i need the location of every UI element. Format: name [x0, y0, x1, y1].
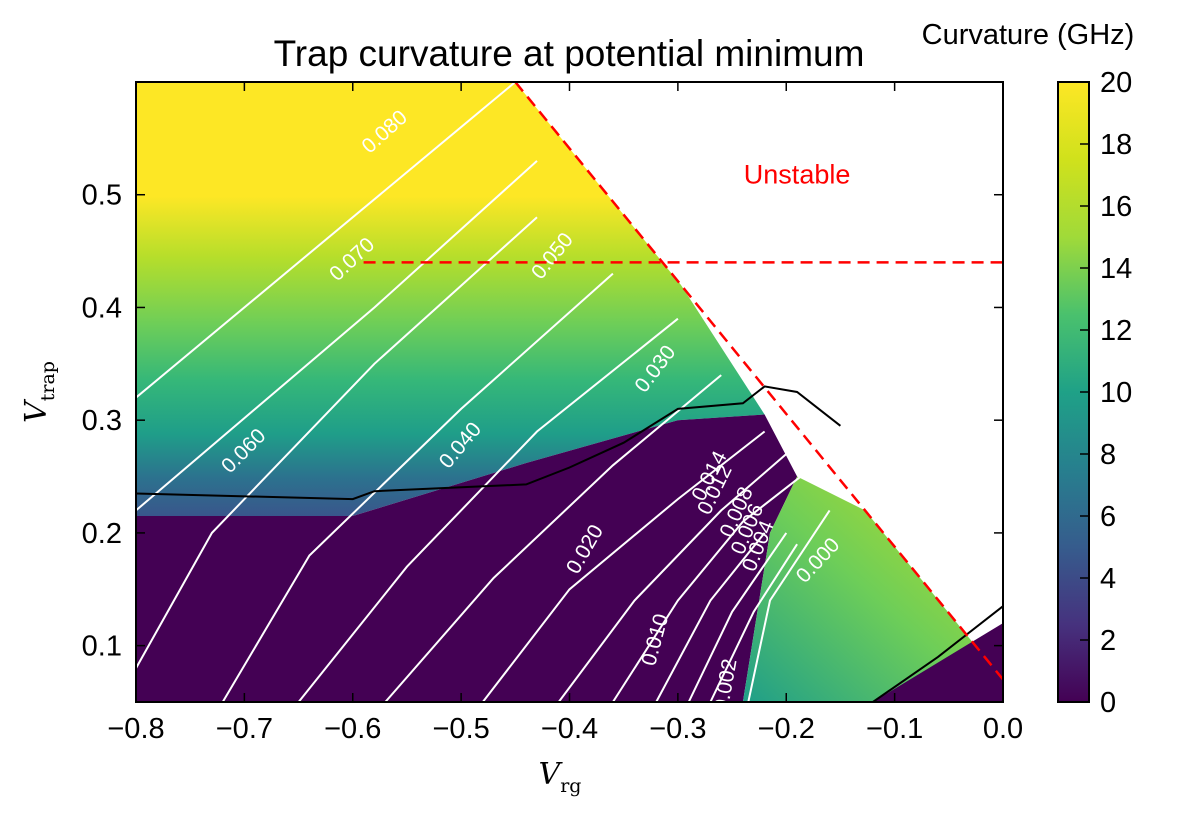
colorbar-tick-label: 2	[1100, 625, 1116, 657]
white-contour-13	[747, 509, 831, 702]
white-contour-6	[384, 374, 722, 702]
white-contour-10	[655, 532, 766, 702]
colorbar-tick-label: 0	[1100, 687, 1116, 719]
x-tick-label: −0.4	[541, 713, 598, 745]
x-tick-label: −0.6	[324, 713, 381, 745]
white-contour-9	[612, 470, 809, 702]
y-axis-label: Vtrap	[19, 361, 59, 423]
contour-lines	[136, 82, 1003, 702]
white-contour-11	[687, 532, 788, 702]
colorbar-tick-label: 10	[1100, 377, 1132, 409]
y-axis-label-main: V	[19, 398, 54, 423]
black-contour-lower	[872, 605, 1003, 702]
x-tick-label: −0.8	[107, 713, 164, 745]
y-tick-label: 0.5	[82, 180, 122, 212]
colorbar-tick-label: 12	[1100, 315, 1132, 347]
colorbar-tick-label: 14	[1100, 253, 1132, 285]
white-contour-3	[136, 216, 538, 669]
y-axis-label-sub: trap	[37, 361, 59, 401]
x-tick-label: −0.3	[649, 713, 706, 745]
chart-title: Trap curvature at potential minimum	[274, 33, 865, 74]
heatmap	[136, 82, 1003, 702]
colorbar-tick-label: 4	[1100, 563, 1116, 595]
white-contour-4	[221, 272, 614, 702]
white-contour-12	[709, 543, 798, 702]
colorbar-tick-label: 16	[1100, 191, 1132, 223]
black-contour-upper	[136, 385, 842, 501]
colorbar-tick-label: 20	[1100, 67, 1132, 99]
unstable-annotation: Unstable	[744, 160, 851, 190]
x-tick-label: 0.0	[983, 713, 1023, 745]
y-tick-label: 0.3	[82, 405, 122, 437]
y-tick-label: 0.2	[82, 518, 122, 550]
colorbar-label: Curvature (GHz)	[922, 19, 1135, 51]
x-tick-label: −0.2	[758, 713, 815, 745]
x-tick-label: −0.1	[866, 713, 923, 745]
x-axis-label-main: V	[539, 757, 564, 792]
white-contour-8	[557, 453, 787, 702]
y-tick-label: 0.1	[82, 631, 122, 663]
y-axis: 0.1 0.2 0.3 0.4 0.5	[82, 180, 1003, 663]
colorbar-tick-label: 8	[1100, 439, 1116, 471]
colorbar-ticks: 0 2 4 6 8 10 12 14 16 18 20	[1080, 67, 1132, 719]
heatmap-upper-region	[136, 82, 765, 516]
x-axis-label-sub: rg	[560, 775, 581, 797]
x-axis: −0.8 −0.7 −0.6 −0.5 −0.4 −0.3 −0.2 −0.1 0.0	[107, 82, 1023, 745]
white-contour-1	[136, 82, 516, 399]
colorbar-tick-label: 6	[1100, 501, 1116, 533]
white-contour-7	[482, 430, 766, 702]
heatmap-corner-region	[872, 623, 1003, 702]
white-contour-2	[136, 160, 538, 512]
stability-boundary-line	[514, 82, 1003, 681]
white-contour-5	[297, 317, 679, 702]
x-tick-label: −0.7	[216, 713, 273, 745]
heatmap-dark-region	[136, 414, 798, 702]
colorbar-tick-label: 18	[1100, 129, 1132, 161]
x-axis-label: Vrg	[539, 757, 582, 797]
y-tick-label: 0.4	[82, 292, 122, 324]
stability-lines	[363, 82, 1003, 681]
x-tick-label: −0.5	[433, 713, 490, 745]
heatmap-lower-right-region	[742, 476, 994, 702]
